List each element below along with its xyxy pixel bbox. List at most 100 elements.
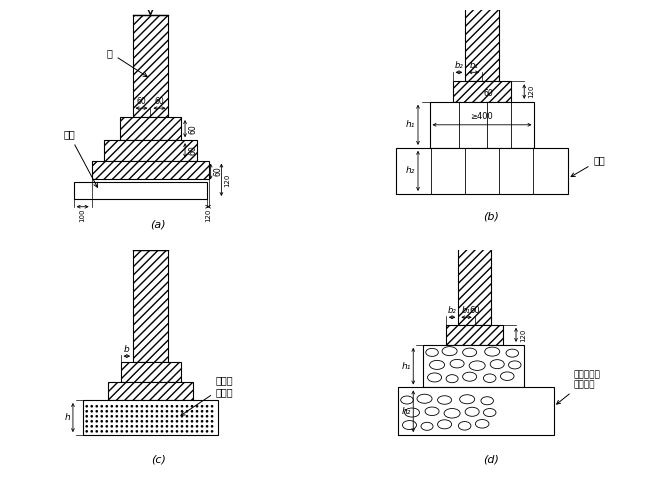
Ellipse shape <box>459 421 471 430</box>
Circle shape <box>96 420 98 422</box>
Circle shape <box>146 420 148 422</box>
Ellipse shape <box>469 361 485 371</box>
Circle shape <box>131 416 132 417</box>
Circle shape <box>91 420 92 422</box>
Circle shape <box>206 426 208 427</box>
Circle shape <box>186 431 188 432</box>
Bar <box>396 148 568 194</box>
Circle shape <box>191 420 192 422</box>
Circle shape <box>121 406 123 407</box>
Ellipse shape <box>425 407 439 416</box>
Circle shape <box>196 406 198 407</box>
Circle shape <box>186 420 188 422</box>
Circle shape <box>186 411 188 412</box>
Circle shape <box>136 406 138 407</box>
Circle shape <box>111 406 113 407</box>
Text: ≥400: ≥400 <box>471 112 494 121</box>
Circle shape <box>171 420 173 422</box>
Ellipse shape <box>475 420 489 428</box>
Circle shape <box>141 431 142 432</box>
Polygon shape <box>446 325 503 345</box>
Circle shape <box>86 411 88 412</box>
Circle shape <box>212 416 213 417</box>
Circle shape <box>181 426 183 427</box>
Text: 灰土或
三合土: 灰土或 三合土 <box>181 375 233 415</box>
Circle shape <box>202 411 203 412</box>
Circle shape <box>186 416 188 417</box>
Circle shape <box>156 416 158 417</box>
Circle shape <box>212 420 213 422</box>
Text: 60: 60 <box>136 97 146 106</box>
Circle shape <box>171 416 173 417</box>
Circle shape <box>101 416 102 417</box>
Text: 毛石混凝土
或混凝土: 毛石混凝土 或混凝土 <box>557 370 600 404</box>
Bar <box>83 400 218 435</box>
Circle shape <box>166 411 167 412</box>
Ellipse shape <box>421 422 433 431</box>
Circle shape <box>171 406 173 407</box>
Circle shape <box>206 431 208 432</box>
Circle shape <box>186 426 188 427</box>
Circle shape <box>121 416 123 417</box>
Circle shape <box>161 411 163 412</box>
Text: b₂: b₂ <box>447 306 457 315</box>
Text: 120: 120 <box>520 328 526 341</box>
Text: b: b <box>124 345 130 354</box>
Circle shape <box>86 406 88 407</box>
Circle shape <box>96 416 98 417</box>
Circle shape <box>106 426 107 427</box>
Text: (d): (d) <box>483 455 499 465</box>
Circle shape <box>106 411 107 412</box>
Circle shape <box>136 431 138 432</box>
Ellipse shape <box>509 361 521 369</box>
Circle shape <box>136 411 138 412</box>
Text: h₂: h₂ <box>402 407 411 416</box>
Circle shape <box>196 431 198 432</box>
Circle shape <box>212 431 213 432</box>
Text: 60: 60 <box>188 145 197 155</box>
Circle shape <box>191 431 192 432</box>
Circle shape <box>111 416 113 417</box>
Circle shape <box>161 426 163 427</box>
Circle shape <box>91 431 92 432</box>
Circle shape <box>181 411 183 412</box>
Circle shape <box>161 416 163 417</box>
Text: (a): (a) <box>150 219 166 229</box>
Circle shape <box>116 431 117 432</box>
Circle shape <box>171 411 173 412</box>
Ellipse shape <box>500 372 514 381</box>
Circle shape <box>181 416 183 417</box>
Circle shape <box>146 426 148 427</box>
Text: h: h <box>65 413 71 422</box>
Circle shape <box>101 406 102 407</box>
Circle shape <box>121 411 123 412</box>
Circle shape <box>146 431 148 432</box>
Circle shape <box>171 426 173 427</box>
Ellipse shape <box>463 372 476 381</box>
Circle shape <box>121 426 123 427</box>
Text: 60: 60 <box>469 306 480 315</box>
Circle shape <box>166 420 167 422</box>
Circle shape <box>111 411 113 412</box>
Ellipse shape <box>442 347 457 356</box>
Ellipse shape <box>444 408 460 418</box>
Bar <box>74 182 207 199</box>
Circle shape <box>156 420 158 422</box>
Bar <box>423 345 523 387</box>
Ellipse shape <box>401 396 413 404</box>
Text: 砖: 砖 <box>107 48 147 77</box>
Text: h₁: h₁ <box>406 120 415 129</box>
Text: 100: 100 <box>80 208 86 222</box>
Circle shape <box>91 411 92 412</box>
Circle shape <box>101 411 102 412</box>
Circle shape <box>202 406 203 407</box>
Circle shape <box>111 431 113 432</box>
Text: 60: 60 <box>155 97 164 106</box>
Text: 毛石: 毛石 <box>571 155 605 177</box>
Circle shape <box>206 420 208 422</box>
Circle shape <box>136 426 138 427</box>
Ellipse shape <box>463 348 476 357</box>
Circle shape <box>131 431 132 432</box>
Circle shape <box>116 420 117 422</box>
Circle shape <box>131 411 132 412</box>
